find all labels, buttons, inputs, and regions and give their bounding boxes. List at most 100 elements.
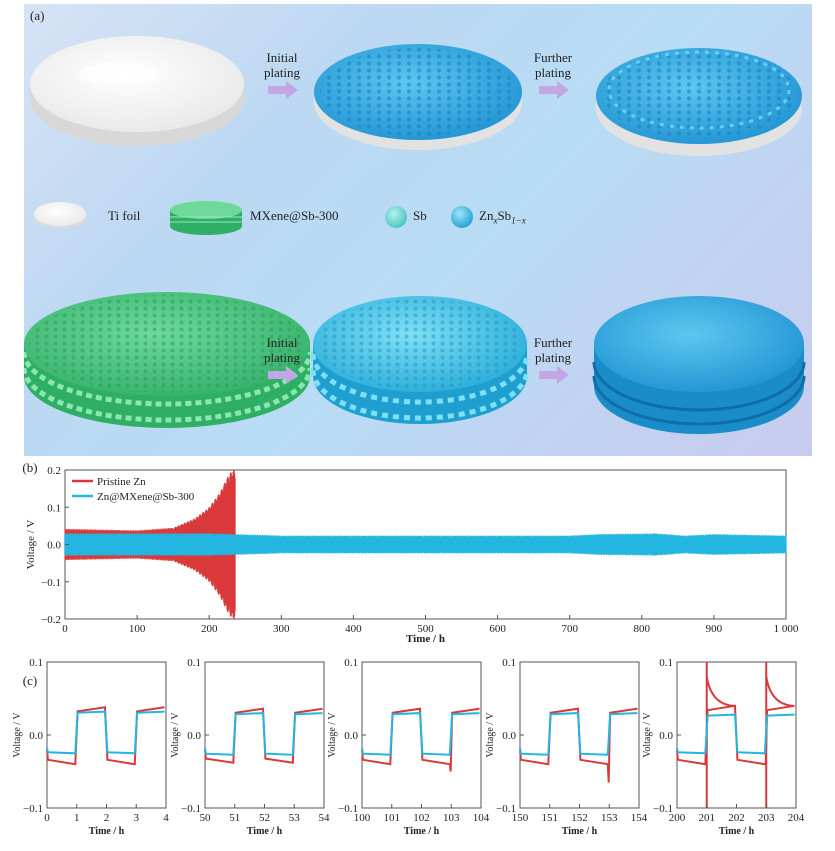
initial-plating-label: Initial plating [263,50,301,80]
legend-label: Pristine Zn [97,476,146,488]
x-tick-label: 103 [443,812,460,824]
series-line-zn-mxene-sb [204,712,323,756]
legend-ti-foil-label: Ti foil [108,208,141,223]
x-tick-label: 54 [319,812,331,824]
y-tick-label: 0.0 [187,730,201,742]
arrow-icon [268,81,298,99]
further-plating-label: Further plating [533,50,573,80]
legend-mxene-label: MXene@Sb-300 [250,208,339,223]
series-line-zn-mxene-sb [46,710,165,755]
schematic-illustration [24,36,806,434]
x-axis-label: Time / h [719,826,755,837]
x-tick-label: 200 [201,623,218,635]
x-tick-label: 300 [273,623,290,635]
further-plating-label: Further plating [533,335,573,365]
y-axis-label: Voltage / V [170,712,181,758]
x-tick-label: 203 [758,812,775,824]
x-tick-label: 100 [354,812,371,824]
x-axis-label: Time / h [247,826,283,837]
legend-ti-foil-icon [34,202,86,228]
x-tick-label: 4 [163,812,169,824]
x-tick-label: 1 [74,812,80,824]
series-line-zn-mxene-sb [361,712,480,756]
y-tick-label: −0.1 [23,803,43,815]
y-tick-label: 0.1 [47,502,61,514]
x-tick-label: 153 [601,812,618,824]
y-axis-label: Voltage / V [25,520,37,570]
y-tick-label: 0.0 [344,730,358,742]
x-tick-label: 51 [229,812,240,824]
x-tick-label: 152 [571,812,588,824]
series-line-zn-mxene-sb [64,533,787,556]
x-tick-label: 700 [561,623,578,635]
y-tick-label: 0.0 [47,540,61,552]
arrow-icon [268,366,298,384]
legend-label: Zn@MXene@Sb-300 [97,491,195,503]
y-tick-label: −0.1 [181,803,201,815]
x-tick-label: 1 000 [774,623,799,635]
x-tick-label: 200 [669,812,686,824]
y-tick-label: 0.1 [659,657,673,669]
x-tick-label: 101 [384,812,401,824]
x-tick-label: 150 [512,812,529,824]
y-tick-label: −0.1 [496,803,516,815]
y-tick-label: 0.0 [659,730,673,742]
y-tick-label: 0.1 [187,657,201,669]
panel-label: (b) [22,460,37,475]
x-tick-label: 900 [706,623,723,635]
arrow-icon [539,366,569,384]
legend-sb-icon [385,206,407,228]
x-tick-label: 400 [345,623,362,635]
series-line-zn-mxene-sb [676,713,795,755]
x-axis-label: Time / h [406,633,445,645]
x-tick-label: 2 [104,812,110,824]
x-tick-label: 500 [417,623,434,635]
x-tick-label: 600 [489,623,506,635]
x-tick-label: 50 [200,812,212,824]
y-tick-label: 0.0 [502,730,516,742]
x-tick-label: 800 [634,623,651,635]
legend-znsb-label: ZnxSb1−x [479,208,526,226]
arrow-icon [539,81,569,99]
x-tick-label: 201 [699,812,716,824]
x-axis-label: Time / h [562,826,598,837]
series-spike-decay [705,676,734,707]
ti-foil-disk [30,36,244,146]
legend-mxene-icon [170,201,242,235]
panel-label: (a) [30,8,45,23]
legend-sb-label: Sb [413,208,427,223]
further-plating-stack-disk [592,296,806,434]
x-tick-label: 53 [289,812,301,824]
initial-plating-disk [314,44,522,150]
y-tick-label: −0.1 [41,577,61,589]
schematic-panel-a: (a) Initial plating Further plating Init… [24,4,812,456]
x-tick-label: 154 [631,812,648,824]
y-tick-label: −0.2 [41,614,61,626]
initial-plating-stack-disk [310,296,530,424]
y-tick-label: 0.2 [47,465,61,477]
y-axis-label: Voltage / V [327,712,338,758]
x-tick-label: 204 [788,812,805,824]
y-axis-label: Voltage / V [12,712,23,758]
legend-znsb-icon [451,206,473,228]
mxene-stack-disk [24,292,313,428]
x-tick-label: 102 [413,812,430,824]
x-tick-label: 52 [259,812,270,824]
y-tick-label: 0.1 [344,657,358,669]
y-tick-label: 0.0 [29,730,43,742]
series-spike-decay [765,676,794,707]
further-plating-disk [596,48,802,156]
x-axis-label: Time / h [89,826,125,837]
x-tick-label: 3 [134,812,140,824]
x-tick-label: 151 [542,812,559,824]
x-tick-label: 202 [728,812,745,824]
x-tick-label: 0 [44,812,50,824]
y-tick-label: −0.1 [338,803,358,815]
y-tick-label: 0.1 [29,657,43,669]
x-axis-label: Time / h [404,826,440,837]
x-tick-label: 104 [473,812,490,824]
series-line-zn-mxene-sb [519,712,638,756]
y-tick-label: 0.1 [502,657,516,669]
y-tick-label: −0.1 [653,803,673,815]
